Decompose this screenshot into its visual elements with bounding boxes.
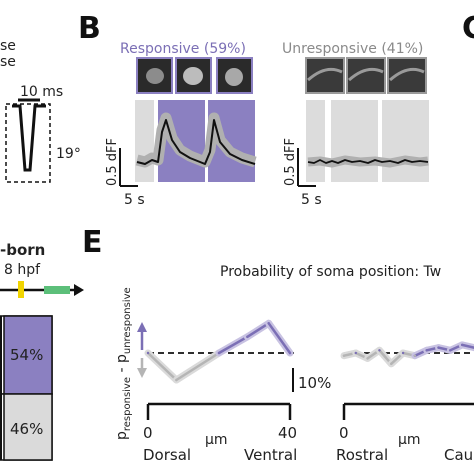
rostral-caudal-series	[340, 341, 474, 368]
thumb-responsive-2-cell	[183, 67, 203, 85]
thumb-unresponsive-2-arc	[348, 67, 384, 82]
left-tick-0-label: 0	[143, 424, 153, 442]
percent-scalebar-label: 10%	[298, 374, 331, 392]
rostral-caudal-point-6	[413, 354, 417, 357]
stimulus-box	[5, 103, 51, 183]
dorsal-ventral-point-3	[246, 335, 249, 338]
unresp-time-label: 5 s	[301, 192, 322, 208]
bar-left-edge	[0, 316, 2, 460]
dorsal-ventral-line-segment-0	[146, 351, 178, 382]
rostral-caudal-point-5	[401, 351, 405, 355]
dorsal-ventral-point-4	[267, 322, 270, 325]
left-axis-unit: µm	[205, 432, 228, 448]
thumb-responsive-1-cell	[146, 68, 164, 84]
panel-label-e: E	[82, 225, 103, 260]
left-axis-end-dorsal: Dorsal	[143, 446, 191, 464]
ylabel-p2: - p	[114, 354, 130, 377]
rostral-caudal-point-2	[366, 357, 369, 360]
stimulus-trace	[12, 104, 46, 172]
thumb-responsive-3	[216, 57, 253, 94]
resp-dff-label: 0.5 dFF	[105, 138, 120, 186]
unresp-stim-window-1	[331, 100, 378, 182]
thumb-responsive-3-cell	[225, 68, 243, 86]
left-angle-label: 19°	[56, 146, 81, 162]
responsive-thumbnails	[136, 57, 253, 94]
unresponsive-thumbnails	[305, 57, 427, 94]
bar-label-responsive: 54%	[10, 346, 43, 364]
rostral-caudal-point-9	[449, 349, 452, 352]
rostral-caudal-line-segment-10	[460, 343, 474, 349]
rostral-caudal-point-0	[342, 354, 346, 357]
responsive-title: Responsive (59%)	[120, 41, 246, 57]
timeline-yellow-marker	[18, 281, 24, 298]
right-tick-0-label: 0	[339, 424, 349, 442]
rostral-caudal-point-8	[437, 346, 440, 349]
hpf-label: 8 hpf	[4, 262, 41, 278]
bar-responsive-segment	[3, 315, 53, 395]
dorsal-ventral-point-2	[217, 351, 221, 355]
dorsal-ventral-line-segment-2	[217, 335, 249, 355]
resp-trace-mean	[136, 119, 256, 165]
panel-label-b: B	[78, 11, 101, 46]
up-arrow-icon	[137, 322, 147, 332]
left-time-scale-label: 10 ms	[20, 84, 63, 100]
ylabel-sub2: unresponsive	[122, 287, 133, 354]
dorsal-ventral-line-segment-4	[267, 322, 292, 355]
ylabel-sub1: responsive	[122, 377, 133, 431]
left-tick-40-label: 40	[278, 424, 297, 442]
rostral-caudal-point-4	[390, 362, 393, 365]
dorsal-ventral-point-0	[146, 351, 150, 355]
dorsal-ventral-line-segment-1	[175, 351, 221, 382]
panel-label-c: C	[462, 11, 474, 46]
dorsal-ventral-point-5	[288, 351, 292, 355]
left-axis-end-ventral: Ventral	[244, 446, 297, 464]
unresponsive-title: Unresponsive (41%)	[282, 41, 423, 57]
timeline-green-marker	[44, 286, 70, 294]
right-axis-end-rostral: Rostral	[336, 446, 388, 464]
dorsal-ventral-line-segment-3	[246, 322, 270, 339]
left-line-1: se	[0, 38, 16, 54]
resp-baseline-window	[135, 100, 154, 182]
unresp-dff-label: 0.5 dFF	[283, 138, 298, 186]
resp-time-label: 5 s	[124, 192, 145, 208]
timeline-arrowhead	[74, 284, 84, 296]
thumb-unresponsive-3-arc	[389, 67, 425, 82]
unresp-trace-mean	[307, 159, 429, 164]
rostral-caudal-point-7	[425, 349, 428, 352]
bar-label-unresponsive: 46%	[10, 420, 43, 438]
right-axis-end-caudal: Cau	[444, 446, 473, 464]
right-axis-unit: µm	[398, 432, 421, 448]
left-line-2: se	[0, 54, 16, 70]
dorsal-ventral-series	[144, 319, 294, 384]
rostral-caudal-point-10	[460, 343, 464, 347]
ylabel-p1: p	[114, 431, 130, 440]
resp-trace-sd-band	[135, 112, 257, 168]
unresp-stim-window-2	[382, 100, 429, 182]
panel-e-ylabel: presponsive - punresponsive	[114, 287, 133, 440]
dorsal-ventral-point-1	[175, 378, 178, 382]
unresp-baseline-window	[306, 100, 325, 182]
panel-e-title: Probability of soma position: Tw	[220, 264, 441, 280]
born-label: -born	[0, 241, 45, 259]
down-arrow-icon	[137, 368, 147, 378]
rostral-caudal-point-1	[354, 351, 358, 355]
thumb-unresponsive-1-arc	[307, 67, 343, 82]
rostral-caudal-point-3	[378, 349, 381, 352]
bar-unresponsive-segment	[3, 393, 53, 461]
